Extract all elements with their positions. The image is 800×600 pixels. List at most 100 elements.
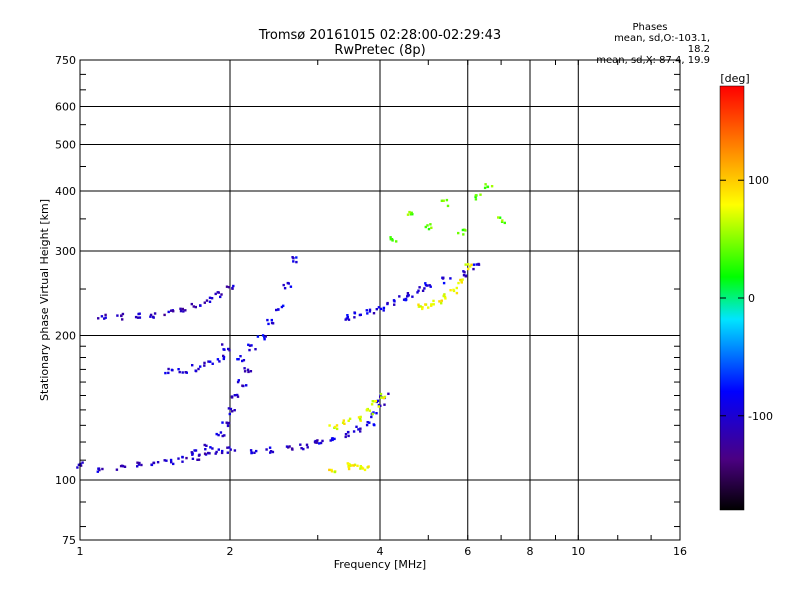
echo-point — [387, 392, 390, 395]
echo-point — [266, 318, 269, 322]
echo-point — [245, 384, 248, 387]
echo-point — [383, 403, 386, 406]
echo-point — [285, 445, 289, 448]
echo-point — [375, 308, 378, 311]
echo-point — [305, 443, 309, 446]
echo-point — [241, 359, 244, 363]
echo-point — [290, 447, 294, 450]
echo-point — [427, 306, 430, 309]
echo-point — [475, 263, 478, 266]
echo-point — [196, 458, 199, 461]
echo-point — [156, 461, 160, 464]
echo-point — [221, 449, 224, 453]
echo-point — [467, 267, 470, 271]
echo-point — [409, 213, 413, 216]
echo-point — [222, 348, 225, 351]
echo-point — [227, 347, 230, 351]
echo-point — [215, 450, 218, 454]
echo-point — [79, 464, 83, 467]
echo-point — [404, 298, 407, 302]
echo-point — [421, 307, 424, 311]
echo-point — [227, 407, 231, 410]
echo-point — [377, 306, 381, 309]
echo-point — [172, 310, 175, 313]
echo-point — [389, 238, 392, 241]
echo-point — [246, 368, 250, 371]
echo-point — [214, 452, 217, 455]
echo-point — [347, 318, 351, 321]
echo-point — [229, 407, 233, 411]
echo-point — [226, 451, 229, 454]
y-tick-label: 750 — [55, 54, 76, 67]
echo-point — [191, 453, 194, 456]
echo-point — [300, 447, 303, 450]
echo-point — [263, 338, 266, 341]
echo-point — [164, 371, 167, 375]
echo-point — [429, 285, 432, 288]
echo-point — [347, 434, 350, 438]
echo-point — [356, 464, 359, 467]
echo-point — [203, 364, 206, 367]
echo-point — [366, 312, 369, 315]
echo-point — [461, 278, 464, 281]
echo-point — [457, 231, 460, 235]
echo-point — [123, 465, 127, 468]
echo-point — [136, 461, 139, 464]
echo-point — [250, 344, 253, 347]
echo-point — [267, 322, 270, 326]
echo-point — [229, 448, 232, 451]
echo-point — [470, 263, 473, 266]
echo-point — [228, 349, 231, 352]
echo-point — [377, 405, 380, 408]
echo-point — [167, 371, 170, 375]
echo-point — [302, 447, 305, 451]
echo-point — [460, 281, 463, 284]
echo-point — [418, 286, 421, 289]
echo-point — [467, 263, 470, 266]
echo-point — [366, 421, 369, 424]
echo-point — [232, 284, 235, 288]
y-tick-label: 400 — [55, 185, 76, 198]
echo-point — [344, 318, 347, 321]
echo-point — [81, 461, 84, 464]
echo-point — [211, 447, 214, 450]
echo-point — [199, 304, 202, 307]
echo-point — [374, 400, 377, 403]
echo-point — [222, 356, 226, 359]
echo-point — [347, 419, 350, 422]
echo-point — [194, 305, 197, 309]
echo-point — [203, 452, 207, 455]
echo-point — [292, 260, 295, 263]
echo-point — [402, 298, 406, 301]
echo-point — [406, 213, 410, 216]
echo-point — [333, 470, 336, 474]
phase-stats-header: Phases — [632, 22, 668, 33]
x-tick-label: 2 — [227, 545, 234, 558]
echo-point — [225, 285, 229, 288]
echo-point — [328, 424, 331, 427]
echo-point — [153, 312, 157, 315]
echo-point — [231, 410, 234, 413]
echo-point — [358, 418, 362, 421]
echo-point — [228, 412, 231, 416]
echo-point — [419, 305, 422, 308]
echo-point — [247, 343, 250, 346]
echo-point — [255, 449, 258, 453]
echo-point — [438, 300, 441, 303]
echo-point — [270, 318, 273, 322]
echo-point — [346, 314, 349, 317]
echo-point — [295, 256, 298, 259]
echo-point — [331, 437, 334, 440]
echo-point — [424, 225, 427, 229]
echo-point — [430, 303, 433, 306]
echo-point — [203, 301, 206, 304]
echo-point — [150, 463, 154, 467]
echo-point — [243, 370, 247, 373]
echo-point — [222, 354, 225, 358]
echo-point — [329, 439, 332, 442]
echo-point — [372, 423, 375, 426]
echo-point — [359, 427, 362, 430]
echo-point — [430, 304, 433, 307]
y-tick-label: 100 — [55, 474, 76, 487]
echo-point — [140, 463, 143, 467]
